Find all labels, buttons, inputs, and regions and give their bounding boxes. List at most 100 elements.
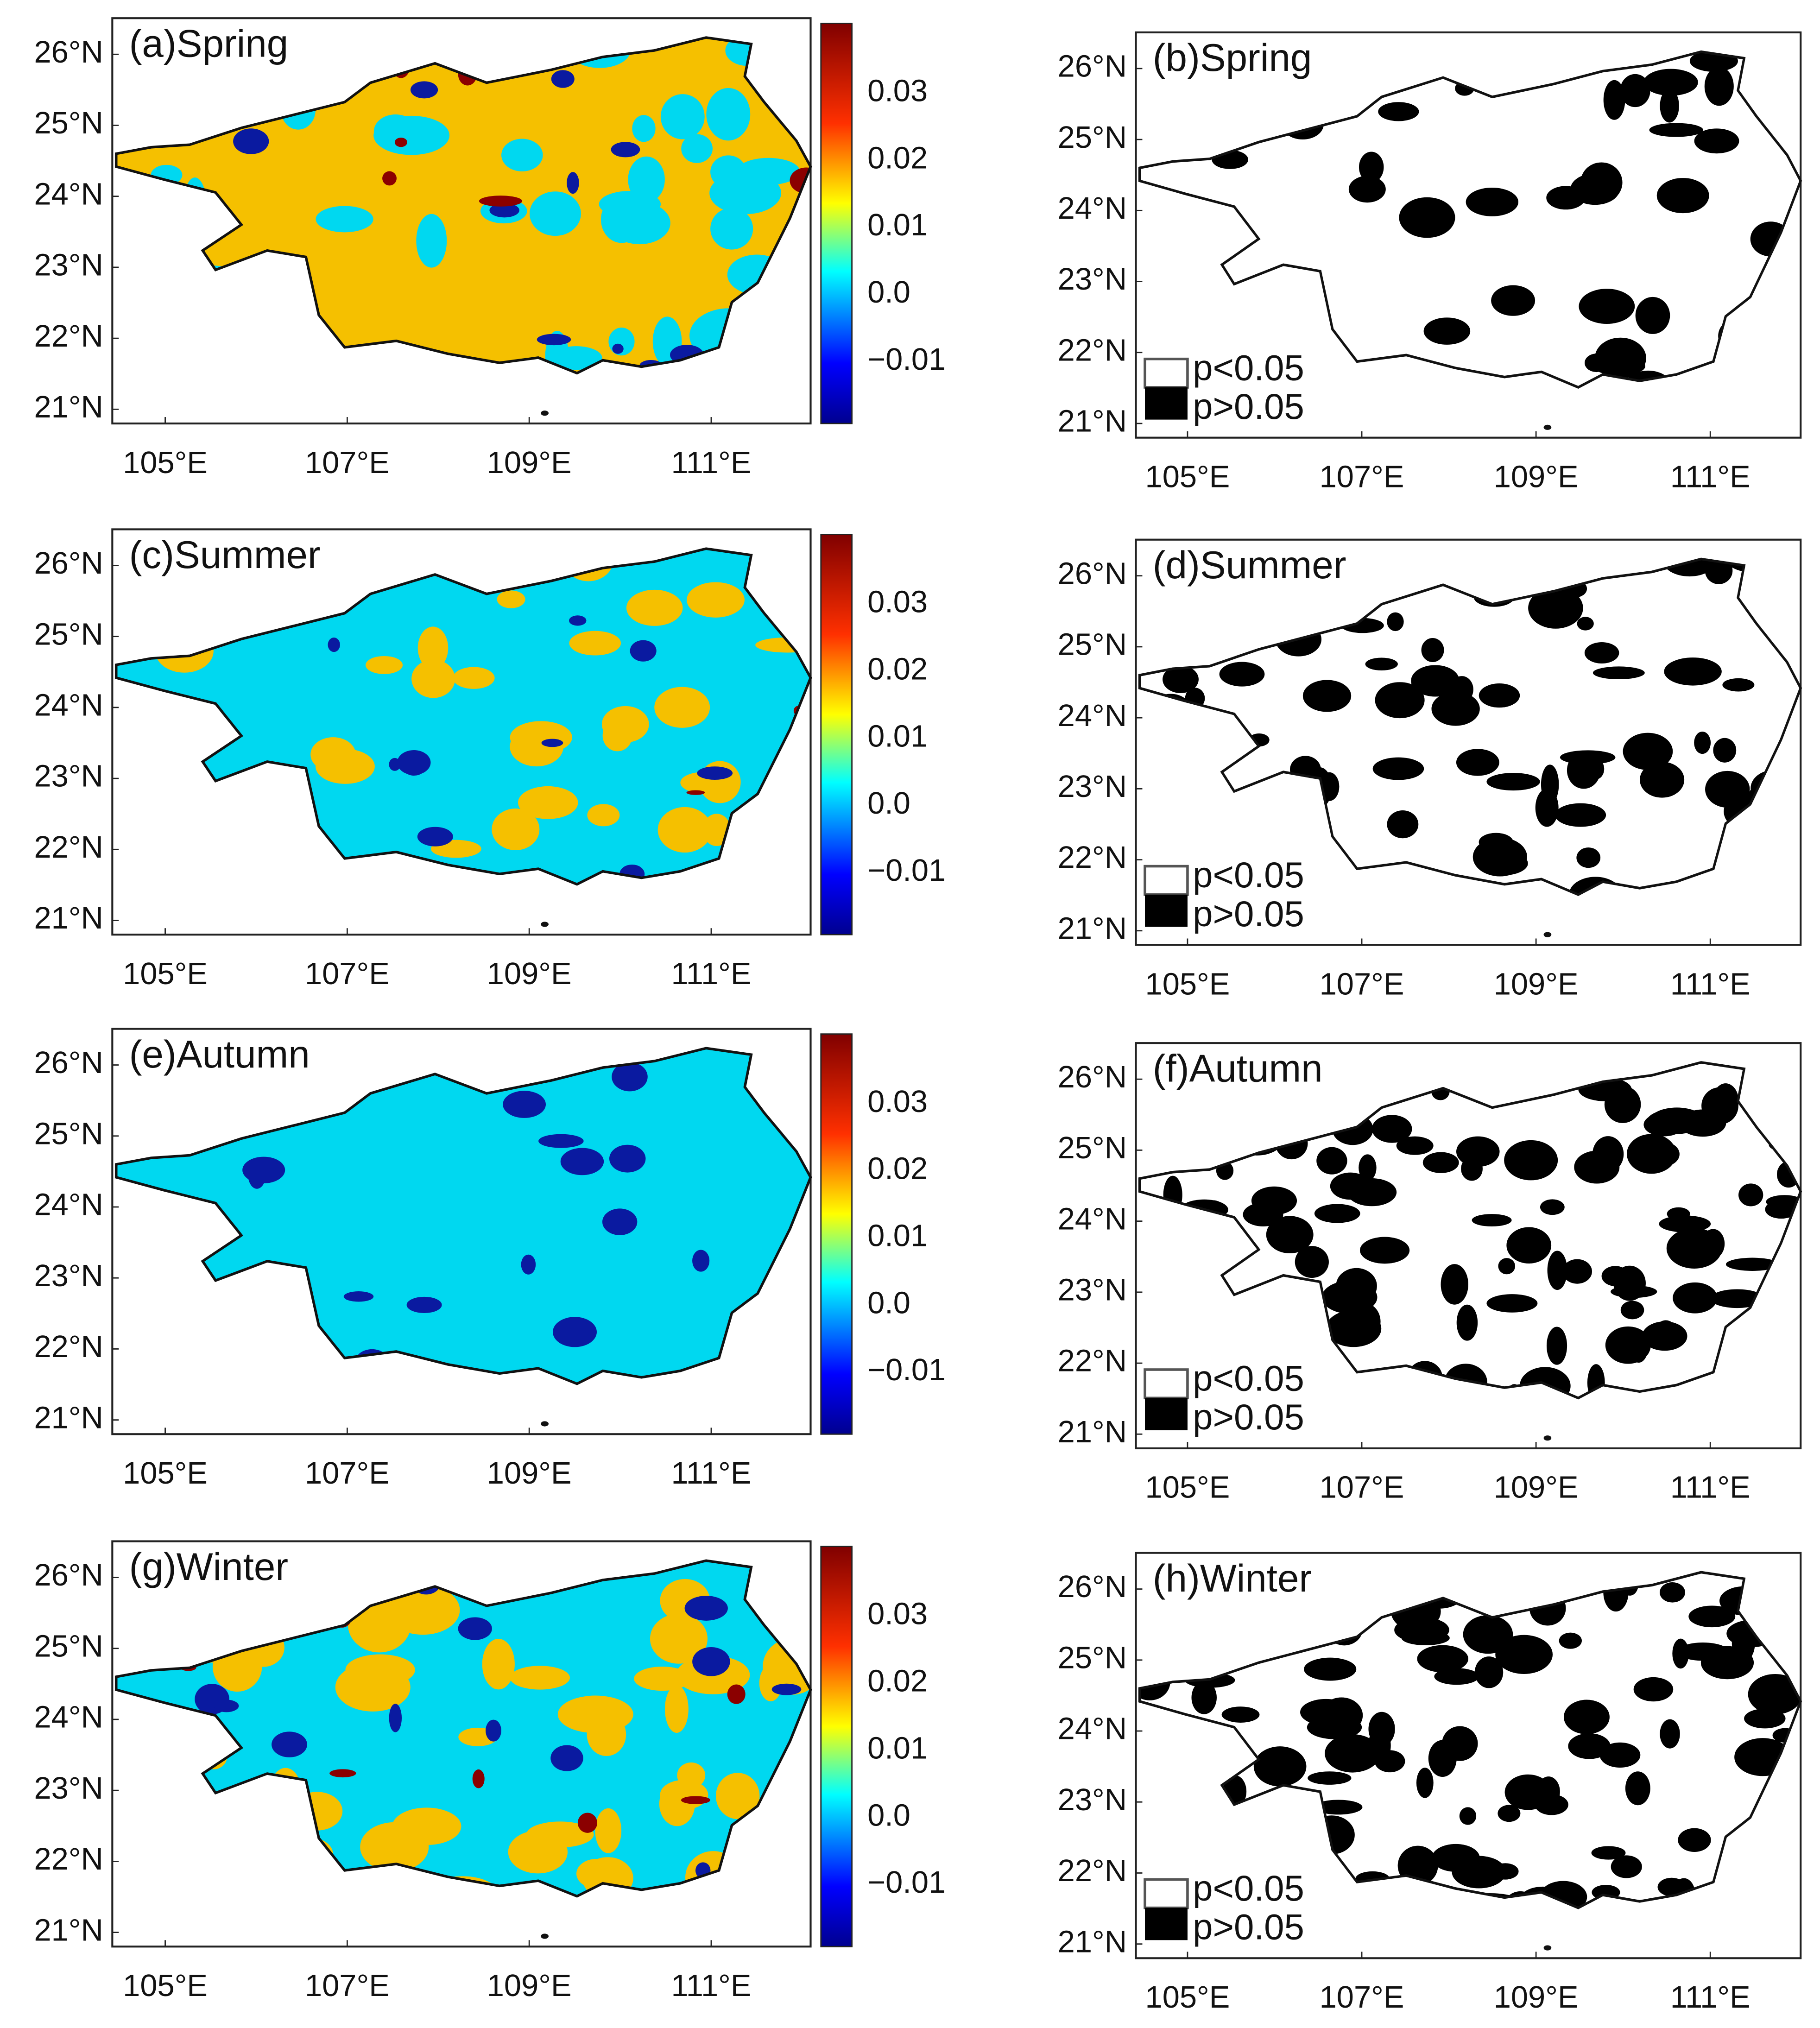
- panel-title: (b)Spring: [1153, 36, 1312, 79]
- map-patch: [366, 656, 403, 674]
- map-patch: [1472, 837, 1527, 877]
- lat-label: 26°N: [1058, 1060, 1127, 1094]
- lat-label: 23°N: [1058, 769, 1127, 804]
- lat-label: 26°N: [1058, 1569, 1127, 1604]
- map-patch: [1387, 810, 1419, 839]
- map-patch: [1456, 749, 1499, 776]
- map-patch: [497, 590, 525, 608]
- map-patch: [1359, 152, 1384, 183]
- map-patch: [569, 615, 587, 626]
- map-patch: [1657, 1877, 1686, 1896]
- colorbar: [820, 1033, 853, 1435]
- lon-label: 105°E: [1145, 967, 1230, 1001]
- map-patch: [1459, 1807, 1477, 1825]
- panel-title: (e)Autumn: [129, 1032, 310, 1076]
- map-patch: [272, 1731, 307, 1757]
- map-patch: [1498, 1805, 1521, 1822]
- map-patch: [1456, 1304, 1478, 1341]
- map-patch: [382, 171, 397, 186]
- map-patch: [660, 1780, 708, 1810]
- map-patch: [1325, 1734, 1380, 1773]
- lat-label: 26°N: [1058, 49, 1127, 84]
- lat-label: 25°N: [1058, 120, 1127, 155]
- map-patch: [632, 115, 656, 142]
- map-patch: [1546, 1327, 1567, 1365]
- map-patch: [233, 128, 269, 154]
- legend-swatch: [1144, 1368, 1189, 1400]
- lat-label: 23°N: [34, 1771, 103, 1806]
- map-patch: [472, 1769, 485, 1788]
- map-patch: [453, 667, 495, 689]
- map-patch: [406, 1296, 442, 1313]
- map-patch: [1591, 1846, 1626, 1860]
- legend-label: p>0.05: [1193, 893, 1304, 934]
- lat-label: 25°N: [1058, 1131, 1127, 1165]
- map-patch: [1540, 1199, 1565, 1215]
- colorbar: [820, 1546, 853, 1947]
- panel-title: (c)Summer: [129, 533, 321, 576]
- map-patch: [1599, 1742, 1641, 1768]
- legend-label: p>0.05: [1193, 386, 1304, 427]
- trend-panel: 26°N 25°N 24°N 23°N 22°N 21°N 105°E 107°E 109°E 1…: [34, 17, 946, 480]
- lon-label: 109°E: [487, 1968, 572, 2003]
- legend-label: p>0.05: [1193, 1907, 1304, 1947]
- map-patch: [612, 1062, 648, 1092]
- lon-label: 109°E: [1494, 1470, 1579, 1505]
- map-patch: [550, 1745, 583, 1771]
- map-patch: [1559, 1632, 1582, 1649]
- map-patch: [595, 1808, 622, 1853]
- map-patch: [1472, 1214, 1512, 1227]
- map-patch: [1601, 1266, 1629, 1286]
- map-patch: [214, 1699, 239, 1712]
- legend-label: p<0.05: [1193, 1868, 1304, 1908]
- map-patch: [328, 638, 340, 652]
- colorbar-label: 0.01: [867, 208, 928, 242]
- map-patch: [1434, 1668, 1479, 1685]
- map-patch: [1441, 1264, 1468, 1305]
- island: [1543, 1945, 1552, 1951]
- map-patch: [1326, 1310, 1382, 1347]
- map-patch: [1640, 762, 1685, 798]
- map-patch: [1428, 1740, 1457, 1777]
- map-patch: [1163, 665, 1199, 693]
- map-patch: [1563, 1699, 1610, 1734]
- map-patch: [1348, 176, 1386, 203]
- lat-label: 24°N: [34, 1188, 103, 1222]
- lon-label: 105°E: [123, 1968, 208, 2003]
- lon-label: 107°E: [1320, 967, 1404, 1001]
- map-patch: [1765, 1200, 1798, 1219]
- map-patch: [242, 1156, 285, 1183]
- lat-label: 24°N: [1058, 698, 1127, 733]
- map-patch: [526, 1821, 594, 1848]
- lat-label: 25°N: [1058, 1640, 1127, 1675]
- map-patch: [389, 1704, 402, 1732]
- map-patch: [1642, 1321, 1687, 1351]
- panel-title: (a)Spring: [129, 22, 289, 65]
- map-patch: [1541, 764, 1559, 804]
- lat-label: 25°N: [1058, 627, 1127, 662]
- lat-label: 26°N: [34, 1558, 103, 1592]
- map-patch: [1704, 67, 1734, 106]
- map-patch: [1555, 803, 1606, 827]
- map-patch: [416, 214, 447, 268]
- map-patch: [1371, 1115, 1412, 1143]
- map-patch: [503, 1091, 546, 1118]
- map-patch: [577, 1813, 597, 1833]
- lon-label: 111°E: [1670, 1980, 1750, 2015]
- island: [541, 1421, 549, 1427]
- lat-label: 25°N: [34, 106, 103, 140]
- map-patch: [417, 827, 453, 847]
- colorbar-label: 0.0: [867, 1285, 910, 1320]
- lon-label: 107°E: [305, 445, 390, 480]
- map-patch: [1491, 285, 1536, 316]
- map-patch: [630, 640, 657, 662]
- lat-label: 21°N: [34, 1913, 103, 1947]
- map-patch: [1660, 89, 1679, 123]
- map-patch: [1504, 1140, 1558, 1181]
- colorbar-label: 0.03: [867, 585, 928, 619]
- colorbar-label: −0.01: [867, 1352, 946, 1387]
- map-patch: [771, 1683, 802, 1695]
- colorbar-label: 0.02: [867, 1664, 928, 1699]
- map-patch: [1593, 357, 1645, 376]
- map-patch: [1316, 1147, 1347, 1175]
